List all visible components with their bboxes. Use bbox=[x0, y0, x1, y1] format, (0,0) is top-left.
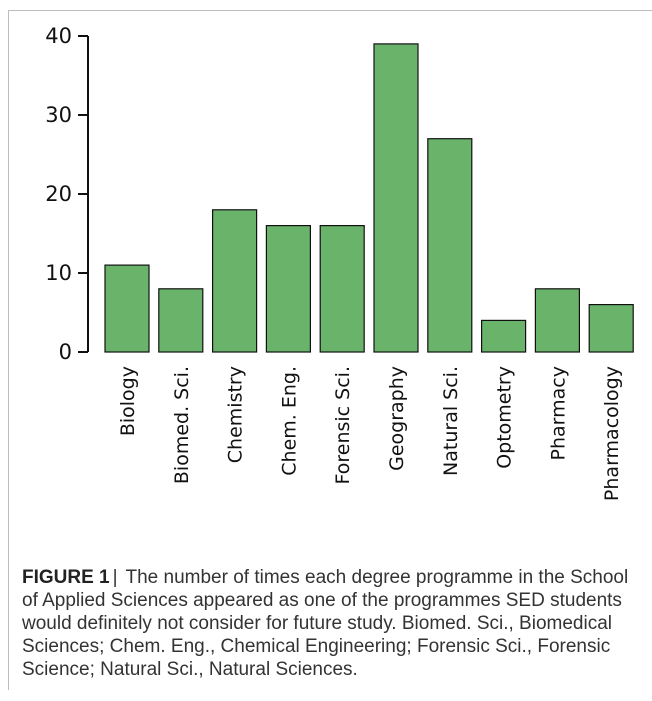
bar bbox=[588, 304, 634, 353]
x-tick-label: Chem. Eng. bbox=[278, 366, 300, 476]
y-tick-label: 0 bbox=[59, 340, 72, 364]
bar bbox=[319, 225, 365, 353]
x-tick-label: Chemistry bbox=[225, 366, 247, 463]
x-tick-label: Optometry bbox=[494, 366, 516, 469]
x-axis-labels: Biology Biomed. Sci. Chemistry Chem. Eng. Fo… bbox=[117, 366, 623, 501]
y-tick-label: 40 bbox=[45, 24, 72, 48]
frame-top-border bbox=[8, 10, 652, 11]
y-tick-label: 20 bbox=[45, 182, 72, 206]
bar-chart: 0 10 20 30 40 Biology Biomed. Sci. Chemistry Ch… bbox=[45, 24, 634, 501]
frame-left-border bbox=[8, 10, 9, 690]
x-tick-label: Pharmacy bbox=[547, 366, 569, 460]
x-tick-label: Pharmacology bbox=[601, 366, 623, 501]
y-tick-label: 30 bbox=[45, 103, 72, 127]
figure-label: FIGURE 1 bbox=[22, 567, 110, 588]
bar bbox=[104, 264, 150, 353]
bars bbox=[104, 43, 634, 353]
bar bbox=[373, 43, 419, 353]
caption-separator: | bbox=[112, 567, 118, 588]
bar bbox=[212, 209, 258, 353]
x-tick-label: Biomed. Sci. bbox=[171, 366, 193, 484]
bar bbox=[427, 138, 473, 353]
x-tick-label: Forensic Sci. bbox=[332, 366, 354, 485]
caption-text: The number of times each degree programm… bbox=[22, 567, 629, 680]
y-axis: 0 10 20 30 40 bbox=[45, 24, 89, 364]
bar bbox=[265, 225, 311, 353]
x-tick-label: Biology bbox=[117, 366, 139, 436]
bar bbox=[534, 288, 581, 353]
x-tick-label: Natural Sci. bbox=[440, 366, 462, 476]
y-tick-label: 10 bbox=[45, 261, 72, 285]
x-tick-label: Geography bbox=[386, 366, 408, 471]
bar bbox=[158, 288, 204, 353]
bar bbox=[481, 319, 527, 353]
figure-caption: FIGURE 1 | The number of times each degre… bbox=[22, 566, 642, 681]
